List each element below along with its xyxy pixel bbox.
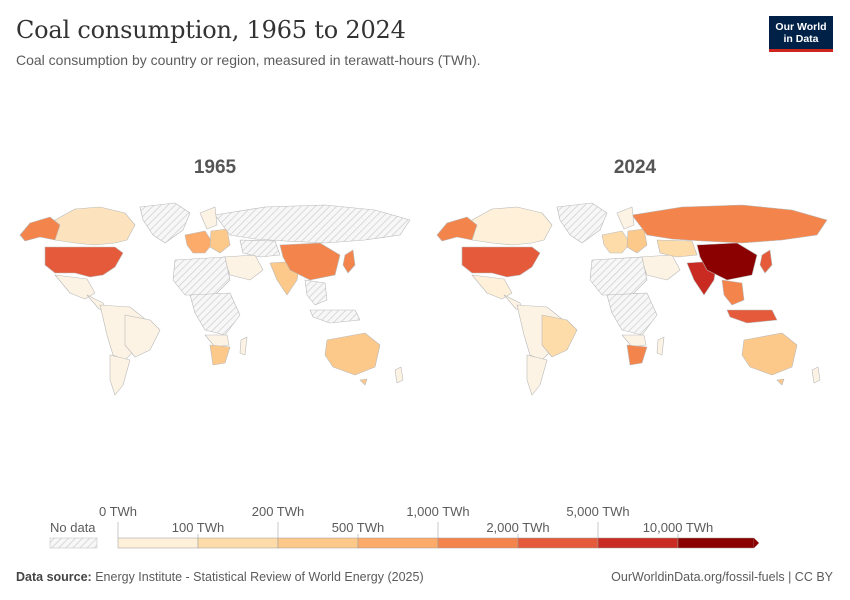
legend-bin-5[interactable] [517,537,599,549]
legend-bins: 0 TWh 200 TWh 1,000 TWh 5,000 TWh 100 TWh 500… [99,504,759,549]
region-central-asia[interactable] [239,239,281,258]
legend-bin-0[interactable] [117,537,199,549]
logo-line-2: in Data [783,33,819,45]
legend-label-upper-3: 5,000 TWh [566,504,629,519]
region-central-africa[interactable] [189,292,241,336]
region-mexico[interactable] [471,274,513,300]
region-alaska[interactable] [436,216,478,242]
legend-bin-3[interactable] [357,537,439,549]
region-europe-west[interactable] [601,230,631,254]
data-source: Data source: Energy Institute - Statisti… [16,570,424,584]
legend-arrow-tip [754,538,759,548]
region-central-africa[interactable] [606,292,658,336]
region-south-america-south[interactable] [109,354,131,396]
region-tasmania[interactable] [359,378,368,386]
legend-label-lower-1: 500 TWh [332,520,385,535]
region-middle-east[interactable] [639,254,681,281]
panel-title-2024: 2024 [613,157,657,178]
region-canada[interactable] [471,206,553,246]
region-japan[interactable] [759,249,773,274]
region-russia[interactable] [214,204,411,244]
region-europe-west[interactable] [184,230,214,254]
region-china[interactable] [279,242,341,281]
region-usa[interactable] [44,246,124,278]
legend-bin-2[interactable] [277,537,359,549]
legend-no-data-swatch[interactable] [49,537,98,549]
region-north-africa[interactable] [172,256,231,296]
region-new-zealand[interactable] [394,366,404,384]
region-europe-east[interactable] [209,228,231,254]
legend-label-lower-0: 100 TWh [172,520,225,535]
legend-label-upper-2: 1,000 TWh [406,504,469,519]
legend-label-upper-1: 200 TWh [252,504,305,519]
data-source-text: Energy Institute - Statistical Review of… [95,570,424,584]
chart-title: Coal consumption, 1965 to 2024 [16,16,406,44]
logo-line-1: Our World [775,21,827,33]
region-tasmania[interactable] [776,378,785,386]
region-australia[interactable] [324,332,381,376]
region-japan[interactable] [342,249,356,274]
source-link[interactable]: OurWorldinData.org/fossil-fuels | CC BY [611,570,833,584]
region-new-zealand[interactable] [811,366,821,384]
region-russia[interactable] [631,204,828,244]
chart-subtitle: Coal consumption by country or region, m… [16,52,481,68]
region-indonesia[interactable] [309,309,361,324]
region-madagascar[interactable] [239,336,248,356]
region-alaska[interactable] [19,216,61,242]
region-greenland[interactable] [139,202,191,244]
legend-bin-6[interactable] [597,537,679,549]
region-australia[interactable] [741,332,798,376]
region-brazil[interactable] [124,314,161,358]
region-mexico[interactable] [54,274,96,300]
legend-label-lower-2: 2,000 TWh [486,520,549,535]
color-legend: No data 0 TWh 200 TWh 1,000 TWh 5,000 TWh 10… [49,504,759,549]
region-scandinavia[interactable] [616,206,635,230]
region-madagascar[interactable] [656,336,665,356]
region-south-america-south[interactable] [526,354,548,396]
legend-no-data-label: No data [50,520,96,535]
world-map-1965 [19,202,411,396]
region-southeast-asia[interactable] [304,279,328,306]
owid-logo[interactable]: Our World in Data [769,16,833,52]
legend-label-upper-0: 0 TWh [99,504,137,519]
region-north-africa[interactable] [589,256,648,296]
legend-bin-7[interactable] [677,537,755,549]
panel-title-1965: 1965 [193,157,237,178]
legend-bin-1[interactable] [197,537,279,549]
region-europe-east[interactable] [626,228,648,254]
region-china[interactable] [696,242,758,281]
region-indonesia[interactable] [726,309,778,324]
region-south-africa[interactable] [209,344,231,366]
region-southeast-asia[interactable] [721,279,745,306]
region-usa[interactable] [461,246,541,278]
legend-bin-4[interactable] [437,537,519,549]
world-map-2024 [436,202,828,396]
legend-label-lower-3: 10,000 TWh [643,520,714,535]
region-greenland[interactable] [556,202,608,244]
region-brazil[interactable] [541,314,578,358]
region-central-asia[interactable] [656,239,698,258]
data-source-label: Data source: [16,570,92,584]
region-canada[interactable] [54,206,136,246]
region-scandinavia[interactable] [199,206,218,230]
region-middle-east[interactable] [222,254,264,281]
region-southern-africa[interactable] [204,334,230,348]
region-southern-africa[interactable] [621,334,647,348]
region-south-africa[interactable] [626,344,648,366]
